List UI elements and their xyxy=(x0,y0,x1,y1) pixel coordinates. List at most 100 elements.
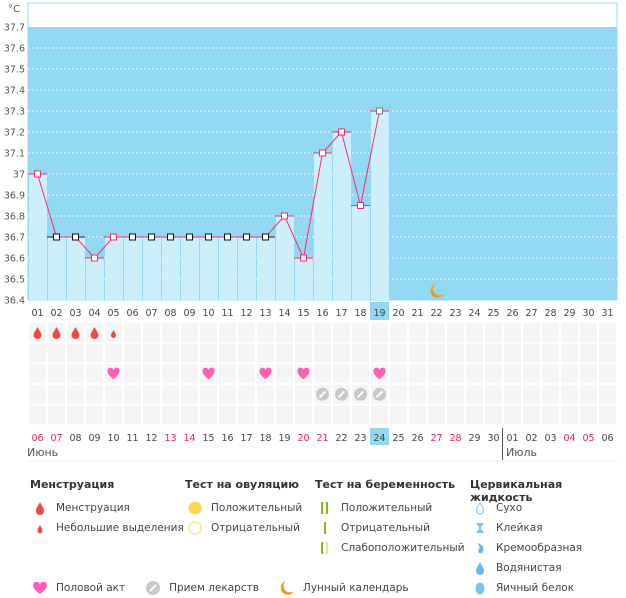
temperature-bar xyxy=(181,237,199,300)
event-cell xyxy=(561,405,578,425)
event-cell xyxy=(428,343,445,363)
calendar-date-label: 09 xyxy=(88,433,100,444)
y-tick-label: 36.8 xyxy=(4,212,25,223)
cycle-day-label: 28 xyxy=(544,308,556,319)
y-tick-label: 37.2 xyxy=(4,128,25,139)
legend-item: Прием лекарств xyxy=(169,582,259,594)
cycle-day-label: 21 xyxy=(411,308,423,319)
event-cell xyxy=(86,384,103,404)
temperature-point xyxy=(186,233,193,241)
event-cell xyxy=(485,323,502,342)
calendar-date-label: 16 xyxy=(221,433,233,444)
event-cell xyxy=(257,384,274,404)
cycle-day-label: 10 xyxy=(202,308,214,319)
cycle-day-label: 20 xyxy=(392,308,404,319)
event-cell xyxy=(466,343,483,363)
event-cell xyxy=(143,384,160,404)
calendar-date-label: 15 xyxy=(202,433,214,444)
y-tick-label: 37.6 xyxy=(4,44,25,55)
temperature-point xyxy=(72,233,79,241)
event-cell xyxy=(219,364,236,384)
temperature-point xyxy=(110,233,117,241)
event-cell xyxy=(29,405,46,425)
event-cell xyxy=(523,384,540,404)
temperature-bar xyxy=(200,237,218,300)
calendar-date-label: 22 xyxy=(335,433,347,444)
temperature-point xyxy=(34,170,41,178)
event-cell xyxy=(276,405,293,425)
event-cell xyxy=(580,364,597,384)
event-cell xyxy=(314,405,331,425)
cycle-day-label: 15 xyxy=(297,308,309,319)
event-cell xyxy=(371,323,388,342)
event-cell xyxy=(580,323,597,342)
temperature-point xyxy=(319,149,326,157)
calendar-date-label: 25 xyxy=(392,433,404,444)
event-cell xyxy=(428,323,445,342)
cycle-day-label: 13 xyxy=(259,308,271,319)
legend-item: Слабоположительный xyxy=(341,542,465,554)
event-cell xyxy=(542,364,559,384)
event-cell xyxy=(561,323,578,342)
temperature-point xyxy=(224,233,231,241)
event-cell xyxy=(295,405,312,425)
event-cell xyxy=(542,323,559,342)
unit-label: °C xyxy=(8,4,20,15)
event-cell xyxy=(561,343,578,363)
cycle-day-label: 03 xyxy=(69,308,81,319)
cycle-day-label: 23 xyxy=(449,308,461,319)
event-cell xyxy=(29,384,46,404)
legend-bottom: Половой акт Прием лекарств Лунный календ… xyxy=(30,578,409,598)
cycle-day-label: 18 xyxy=(354,308,366,319)
creamy-icon xyxy=(470,541,490,555)
event-cell xyxy=(162,405,179,425)
temperature-point xyxy=(357,202,364,209)
event-cell xyxy=(504,343,521,363)
heart-icon xyxy=(107,367,120,380)
temperature-bar xyxy=(124,237,142,300)
cycle-day-label: 31 xyxy=(601,308,613,319)
event-cell xyxy=(257,405,274,425)
calendar-date-label: 18 xyxy=(259,433,271,444)
calendar-date-label: 27 xyxy=(430,433,442,444)
event-cell xyxy=(181,343,198,363)
event-cell xyxy=(295,323,312,342)
temperature-point xyxy=(53,233,60,241)
calendar-date-label: 13 xyxy=(164,433,176,444)
temperature-point xyxy=(91,254,98,262)
event-cell xyxy=(314,343,331,363)
event-cell xyxy=(542,405,559,425)
calendar-date-label: 20 xyxy=(297,433,309,444)
cycle-day-label: 22 xyxy=(430,308,442,319)
cycle-day-label: 19 xyxy=(373,308,385,319)
event-cell xyxy=(48,384,65,404)
event-cell xyxy=(238,364,255,384)
calendar-date-label: 06 xyxy=(31,433,43,444)
event-cell xyxy=(428,364,445,384)
event-cell xyxy=(238,323,255,342)
event-cell xyxy=(599,364,616,384)
current-day-highlight xyxy=(370,302,389,320)
calendar-date-label: 26 xyxy=(411,433,423,444)
temperature-bar xyxy=(29,174,47,300)
legend-pregnancy: Тест на беременность Положительный Отриц… xyxy=(315,478,465,558)
temperature-bar xyxy=(333,132,351,300)
event-cell xyxy=(162,323,179,342)
temperature-bar xyxy=(276,216,294,300)
y-tick-label: 37.4 xyxy=(4,86,25,97)
legend-item: Положительный xyxy=(211,502,303,514)
event-cell xyxy=(542,343,559,363)
cycle-day-label: 06 xyxy=(126,308,138,319)
event-cell xyxy=(447,364,464,384)
event-cell xyxy=(257,343,274,363)
cycle-day-label: 01 xyxy=(31,308,43,319)
event-cell xyxy=(599,384,616,404)
event-cell xyxy=(352,323,369,342)
calendar-date-label: 06 xyxy=(601,433,613,444)
event-cell xyxy=(542,384,559,404)
cycle-day-label: 05 xyxy=(107,308,119,319)
event-cell xyxy=(466,364,483,384)
event-cell xyxy=(143,343,160,363)
y-tick-label: 36.9 xyxy=(4,191,25,202)
temperature-bar xyxy=(143,237,161,300)
